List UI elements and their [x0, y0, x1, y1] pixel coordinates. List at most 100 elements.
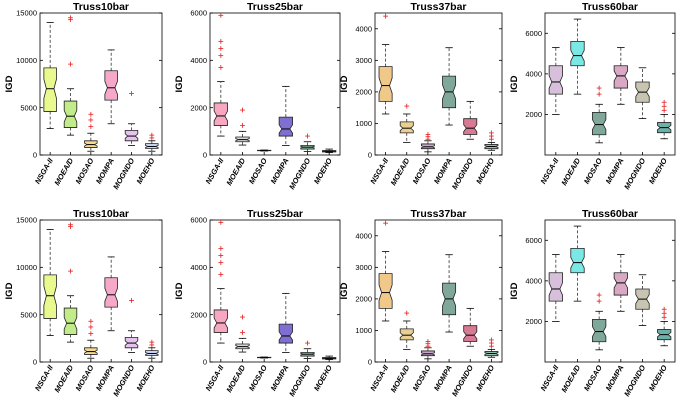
y-tick-label: 1000 — [355, 326, 372, 335]
y-tick-label: 0 — [368, 151, 372, 160]
box-nsga-ii — [43, 229, 57, 336]
x-tick-label: NSGA-II — [368, 156, 390, 186]
box-mompa — [613, 254, 628, 312]
box-moeho — [322, 148, 337, 154]
x-tick-label: MOEHO — [647, 363, 669, 392]
outlier-marker — [305, 133, 310, 139]
outlier-marker — [596, 85, 602, 91]
plot-frame — [374, 219, 503, 363]
box-body — [548, 272, 563, 302]
y-tick-label: 6000 — [190, 216, 207, 225]
x-tick-label: MOSAO — [582, 363, 604, 392]
outlier-marker — [240, 123, 245, 128]
outlier-marker — [596, 91, 602, 97]
x-tick-label: MOEA/D — [389, 156, 412, 187]
outlier-marker — [68, 15, 73, 21]
box-body — [213, 309, 228, 333]
outlier-marker — [68, 61, 73, 67]
x-tick-label: MOEA/D — [559, 363, 582, 394]
box-moeho — [657, 306, 672, 347]
box-nsga-ii — [213, 219, 228, 344]
x-tick-label: MOGNDO — [287, 156, 312, 191]
plot-frame — [209, 219, 341, 363]
x-tick-label: MOEA/D — [559, 156, 582, 187]
y-axis-label: IGD — [509, 282, 520, 299]
chart-title: Truss37bar — [410, 208, 466, 220]
x-tick-label: MOGNDO — [622, 363, 647, 398]
x-tick-label: MOEA/D — [224, 363, 247, 394]
y-tick-label: 2000 — [525, 317, 542, 326]
chart-title: Truss10bar — [73, 1, 129, 13]
box-nsga-ii — [548, 254, 563, 322]
y-tick-label: 0 — [33, 151, 37, 160]
x-tick-label: NSGA-II — [204, 363, 226, 393]
x-tick-label: NSGA-II — [368, 363, 390, 393]
outlier-marker — [218, 12, 224, 18]
y-tick-label: 15000 — [16, 9, 37, 18]
box-body — [104, 277, 118, 308]
outlier-marker — [218, 46, 224, 51]
box-mompa — [442, 254, 457, 333]
y-tick-label: 0 — [203, 151, 207, 160]
outlier-marker — [240, 330, 245, 335]
outlier-marker — [425, 132, 431, 137]
box-mompa — [104, 49, 118, 125]
x-tick-label: MOEA/D — [389, 363, 412, 394]
box-body — [613, 272, 628, 296]
x-tick-label: MOEHO — [312, 363, 334, 392]
x-tick-label: MOSAO — [74, 156, 96, 185]
outlier-marker — [240, 314, 245, 320]
x-tick-label: MOGNDO — [287, 363, 312, 398]
outlier-marker — [218, 272, 224, 277]
y-tick-label: 10000 — [16, 263, 37, 272]
y-tick-label: 3000 — [355, 263, 372, 272]
chart-title: Truss60bar — [582, 208, 638, 220]
x-tick-label: MOEA/D — [52, 156, 75, 187]
y-tick-label: 4000 — [355, 231, 372, 240]
x-tick-label: NSGA-II — [539, 156, 561, 186]
chart-title: Truss37bar — [410, 1, 466, 13]
x-tick-label: NSGA-II — [204, 156, 226, 186]
outlier-marker — [88, 318, 94, 324]
box-nsga-ii — [378, 220, 393, 322]
x-tick-label: MOSAO — [74, 363, 96, 392]
chart-panel-1: Truss10bar IGD 0 5000 10000 15000 NSGA-IIMOEA/… — [4, 1, 163, 191]
chart-title: Truss60bar — [582, 1, 638, 13]
box-mogndo — [300, 133, 315, 152]
y-tick-label: 4000 — [525, 276, 542, 285]
box-moeho — [484, 130, 499, 151]
x-tick-label: MOSAO — [247, 156, 269, 185]
box-mosao — [84, 111, 98, 152]
outlier-marker — [88, 124, 94, 129]
x-tick-label: MOEHO — [135, 363, 157, 392]
x-tick-label: NSGA-II — [33, 156, 55, 186]
y-tick-label: 5000 — [20, 103, 37, 112]
box-moeho — [322, 355, 337, 361]
x-tick-label: MOMPA — [432, 157, 454, 186]
outlier-marker — [218, 39, 224, 44]
y-tick-label: 5000 — [20, 310, 37, 319]
x-tick-label: MOEHO — [135, 156, 157, 185]
outlier-marker — [218, 253, 224, 258]
box-moea-d — [235, 314, 250, 353]
box-moea-d — [63, 222, 78, 343]
box-body — [278, 116, 293, 137]
box-nsga-ii — [213, 12, 228, 137]
y-axis-label: IGD — [339, 75, 350, 92]
box-moea-d — [235, 107, 250, 146]
box-body — [63, 100, 78, 128]
outlier-marker — [596, 298, 602, 304]
box-body — [613, 65, 628, 89]
y-tick-label: 4000 — [525, 69, 542, 78]
x-tick-label: MOEA/D — [224, 156, 247, 187]
outlier-marker — [489, 130, 494, 136]
outlier-marker — [88, 117, 94, 123]
plot-frame — [374, 12, 503, 156]
x-tick-label: MOSAO — [411, 156, 433, 185]
x-tick-label: MOEHO — [474, 363, 496, 392]
box-moea-d — [570, 225, 585, 302]
box-mosao — [592, 85, 607, 144]
